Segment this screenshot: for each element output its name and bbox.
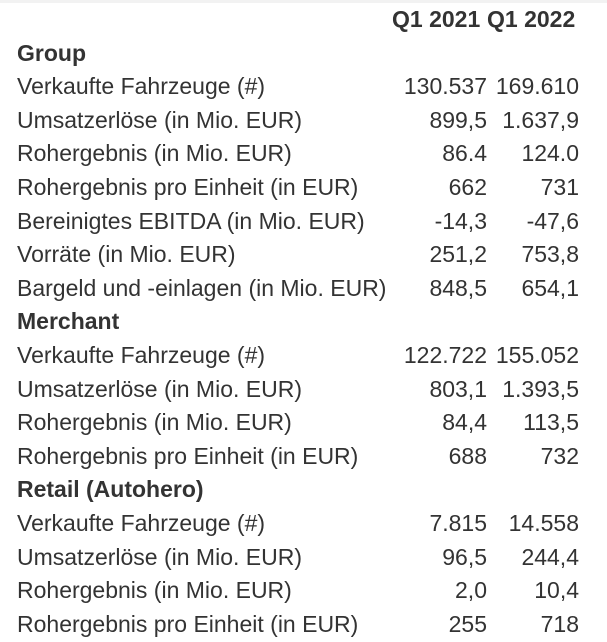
value-q1-2022: 124.0 <box>521 140 579 167</box>
table-row: Rohergebnis (in Mio. EUR) 2,0 10,4 <box>0 574 607 608</box>
metric-label: Verkaufte Fahrzeuge (#) <box>17 509 266 536</box>
value-q1-2022: 169.610 <box>495 73 579 100</box>
value-q1-2022: 113,5 <box>523 409 579 436</box>
table-row: Umsatzerlöse (in Mio. EUR) 803,1 1.393,5 <box>0 373 607 407</box>
value-q1-2021: 84,4 <box>442 409 487 436</box>
value-q1-2021: 662 <box>448 173 487 200</box>
value-q1-2021: 255 <box>448 610 487 637</box>
column-header-empty <box>0 2 392 37</box>
metric-label: Rohergebnis pro Einheit (in EUR) <box>17 610 359 637</box>
table-row: Rohergebnis pro Einheit (in EUR) 255 718 <box>0 608 607 642</box>
metric-label: Bargeld und -einlagen (in Mio. EUR) <box>17 274 387 301</box>
table-row: Umsatzerlöse (in Mio. EUR) 96,5 244,4 <box>0 541 607 575</box>
table-row: Bargeld und -einlagen (in Mio. EUR) 848,… <box>0 272 607 306</box>
value-q1-2021: 848,5 <box>429 274 487 301</box>
value-q1-2021: 86.4 <box>442 140 487 167</box>
table-row: Rohergebnis (in Mio. EUR) 86.4 124.0 <box>0 137 607 171</box>
section-header-retail: Retail (Autohero) <box>0 473 607 507</box>
value-q1-2022: 10,4 <box>534 577 579 604</box>
value-q1-2021: 2,0 <box>455 577 487 604</box>
table-row: Rohergebnis pro Einheit (in EUR) 662 731 <box>0 171 607 205</box>
value-q1-2022: 244,4 <box>521 543 579 570</box>
metric-label: Rohergebnis (in Mio. EUR) <box>17 140 292 167</box>
value-q1-2021: 122.722 <box>403 341 487 368</box>
metric-label: Rohergebnis pro Einheit (in EUR) <box>17 442 359 469</box>
section-title: Merchant <box>17 308 120 335</box>
value-q1-2022: 753,8 <box>521 241 579 268</box>
table-row: Vorräte (in Mio. EUR) 251,2 753,8 <box>0 238 607 272</box>
metric-label: Umsatzerlöse (in Mio. EUR) <box>17 375 302 402</box>
metric-label: Verkaufte Fahrzeuge (#) <box>17 73 266 100</box>
table-row: Bereinigtes EBITDA (in Mio. EUR) -14,3 -… <box>0 205 607 239</box>
section-title: Retail (Autohero) <box>17 476 204 503</box>
column-header-q1-2021: Q1 2021 <box>392 6 481 32</box>
value-q1-2021: -14,3 <box>434 207 487 234</box>
table-row: Verkaufte Fahrzeuge (#) 130.537 169.610 <box>0 70 607 104</box>
table-row: Verkaufte Fahrzeuge (#) 122.722 155.052 <box>0 339 607 373</box>
value-q1-2021: 688 <box>448 442 487 469</box>
metric-label: Umsatzerlöse (in Mio. EUR) <box>17 106 302 133</box>
value-q1-2022: 732 <box>540 442 579 469</box>
table-row: Rohergebnis pro Einheit (in EUR) 688 732 <box>0 440 607 474</box>
value-q1-2021: 899,5 <box>429 106 487 133</box>
metric-label: Rohergebnis (in Mio. EUR) <box>17 577 292 604</box>
column-header-q1-2022: Q1 2022 <box>487 6 576 32</box>
table-row: Umsatzerlöse (in Mio. EUR) 899,5 1.637,9 <box>0 104 607 138</box>
metric-label: Bereinigtes EBITDA (in Mio. EUR) <box>17 207 365 234</box>
value-q1-2021: 7.815 <box>429 509 487 536</box>
value-q1-2022: 718 <box>540 610 579 637</box>
value-q1-2021: 251,2 <box>429 241 487 268</box>
section-title: Group <box>17 39 86 66</box>
value-q1-2021: 803,1 <box>429 375 487 402</box>
table-row: Verkaufte Fahrzeuge (#) 7.815 14.558 <box>0 507 607 541</box>
section-header-merchant: Merchant <box>0 305 607 339</box>
value-q1-2022: 731 <box>540 173 579 200</box>
table-row: Rohergebnis (in Mio. EUR) 84,4 113,5 <box>0 406 607 440</box>
metric-label: Rohergebnis (in Mio. EUR) <box>17 409 292 436</box>
metric-label: Rohergebnis pro Einheit (in EUR) <box>17 173 359 200</box>
metric-label: Umsatzerlöse (in Mio. EUR) <box>17 543 302 570</box>
value-q1-2022: 1.637,9 <box>502 106 579 133</box>
value-q1-2022: 14.558 <box>508 509 579 536</box>
column-header-row: Q1 2021 Q1 2022 <box>0 2 607 37</box>
value-q1-2021: 96,5 <box>442 543 487 570</box>
metric-label: Vorräte (in Mio. EUR) <box>17 241 236 268</box>
value-q1-2022: -47,6 <box>526 207 579 234</box>
metric-label: Verkaufte Fahrzeuge (#) <box>17 341 266 368</box>
value-q1-2022: 155.052 <box>495 341 579 368</box>
value-q1-2021: 130.537 <box>403 73 487 100</box>
section-header-group: Group <box>0 37 607 71</box>
value-q1-2022: 1.393,5 <box>502 375 579 402</box>
value-q1-2022: 654,1 <box>521 274 579 301</box>
